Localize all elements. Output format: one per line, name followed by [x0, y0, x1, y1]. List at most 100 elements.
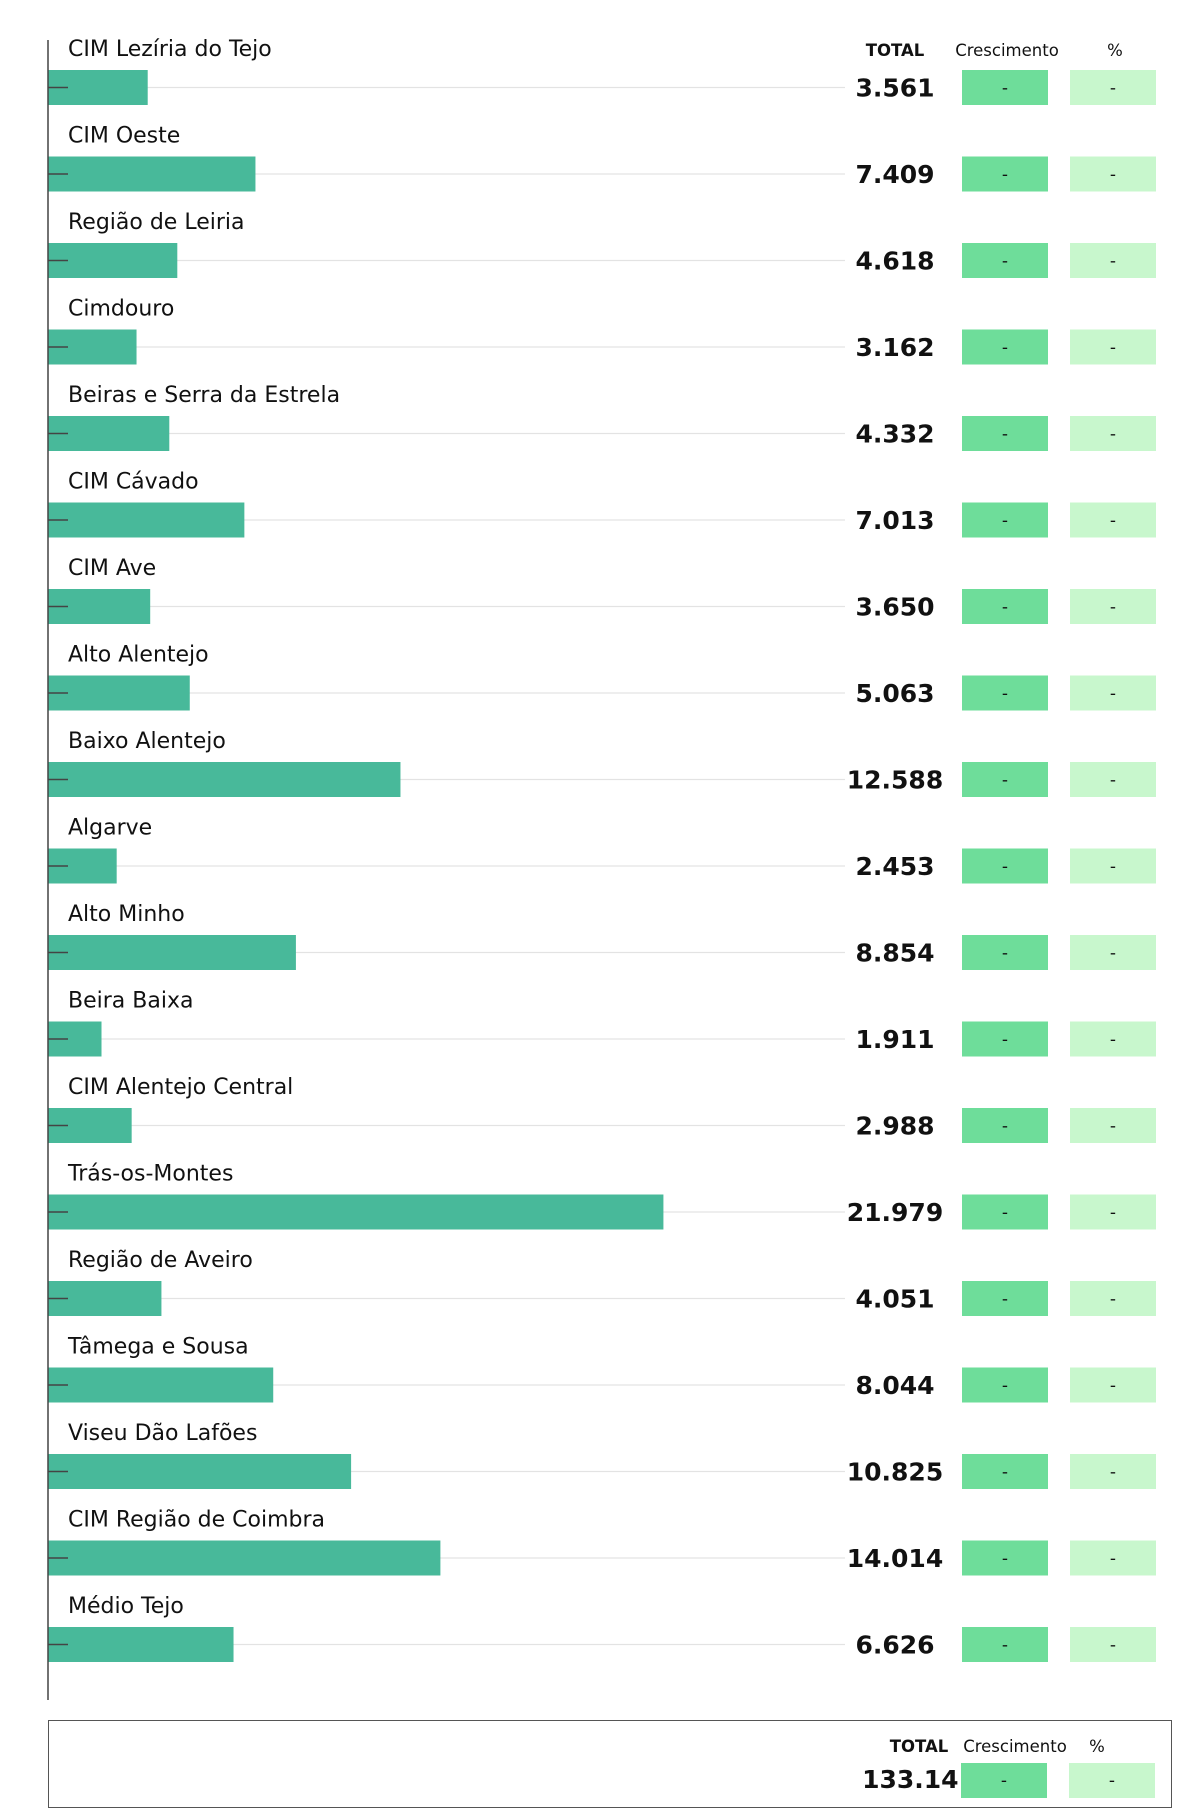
percent-cell-label: -	[1110, 79, 1116, 99]
value-label: 8.044	[855, 1371, 934, 1400]
percent-cell	[1070, 502, 1156, 538]
summary-panel: TOTAL Crescimento % 133.141 - -	[48, 1720, 1172, 1808]
growth-cell	[962, 243, 1048, 278]
category-label: Trás-os-Montes	[67, 1162, 233, 1187]
category-label: Viseu Dão Lafões	[68, 1421, 257, 1446]
category-label: Beira Baixa	[68, 989, 193, 1014]
growth-cell-label: -	[1002, 684, 1008, 704]
growth-cell-label: -	[1002, 425, 1008, 445]
bar	[48, 416, 170, 451]
percent-cell-label: -	[1110, 511, 1116, 531]
category-label: Alto Minho	[68, 902, 185, 927]
bar	[48, 243, 178, 278]
bar	[48, 1194, 664, 1230]
category-label: Cimdouro	[68, 297, 174, 322]
category-label: Algarve	[68, 816, 152, 841]
percent-cell-label: -	[1110, 684, 1116, 704]
bar	[48, 935, 296, 970]
percent-cell	[1070, 1194, 1156, 1230]
percent-cell-label: -	[1110, 857, 1116, 877]
growth-cell-label: -	[1002, 944, 1008, 964]
regional-bar-chart: TOTAL Crescimento % CIM Lezíria do Tejo 3.56…	[47, 37, 1156, 1700]
growth-cell-label: -	[1002, 1203, 1008, 1223]
growth-cell	[962, 1021, 1048, 1057]
summary-percent-cell: -	[1069, 1763, 1155, 1798]
growth-cell-label: -	[1002, 857, 1008, 877]
percent-cell	[1070, 329, 1156, 365]
percent-cell	[1070, 1540, 1156, 1576]
growth-cell	[962, 156, 1048, 192]
value-label: 4.051	[855, 1285, 934, 1314]
value-label: 7.013	[855, 506, 934, 535]
percent-cell	[1070, 1454, 1156, 1489]
percent-cell	[1070, 1627, 1156, 1662]
growth-cell	[962, 1627, 1048, 1662]
summary-percent-header: %	[1089, 1737, 1105, 1756]
growth-cell-label: -	[1002, 1376, 1008, 1396]
value-label: 14.014	[847, 1544, 943, 1573]
growth-cell-label: -	[1002, 1636, 1008, 1656]
growth-cell-label: -	[1002, 79, 1008, 99]
percent-cell-label: -	[1110, 338, 1116, 358]
bar	[48, 1627, 234, 1662]
value-label: 3.561	[855, 74, 934, 103]
percent-cell	[1070, 1108, 1156, 1143]
growth-cell-label: -	[1002, 338, 1008, 358]
growth-cell-label: -	[1002, 1290, 1008, 1310]
growth-cell	[962, 502, 1048, 538]
bar	[48, 675, 190, 711]
summary-growth-cell: -	[961, 1763, 1047, 1798]
growth-cell	[962, 1194, 1048, 1230]
growth-cell	[962, 329, 1048, 365]
growth-cell	[962, 1108, 1048, 1143]
growth-cell	[962, 848, 1048, 884]
value-label: 6.626	[855, 1631, 934, 1660]
percent-cell-label: -	[1110, 1290, 1116, 1310]
percent-cell-label: -	[1110, 1376, 1116, 1396]
value-label: 12.588	[847, 766, 943, 795]
value-label: 3.650	[855, 593, 934, 622]
growth-cell-label: -	[1002, 1117, 1008, 1137]
category-label: CIM Cávado	[68, 470, 199, 495]
growth-cell-label: -	[1002, 165, 1008, 185]
category-label: Região de Aveiro	[68, 1248, 253, 1273]
growth-cell-label: -	[1002, 598, 1008, 618]
percent-cell	[1070, 675, 1156, 711]
growth-cell	[962, 1540, 1048, 1576]
value-label: 21.979	[847, 1198, 943, 1227]
percent-cell-label: -	[1110, 1117, 1116, 1137]
growth-cell-label: -	[1002, 1030, 1008, 1050]
value-label: 4.332	[855, 420, 934, 449]
percent-cell	[1070, 1367, 1156, 1403]
value-label: 2.988	[855, 1112, 934, 1141]
growth-cell-label: -	[1002, 1549, 1008, 1569]
summary-total-value: 133.141	[862, 1765, 976, 1794]
value-label: 7.409	[855, 160, 934, 189]
percent-cell-label: -	[1110, 1203, 1116, 1223]
category-label: Médio Tejo	[68, 1594, 184, 1619]
growth-cell	[962, 762, 1048, 797]
percent-cell-label: -	[1110, 771, 1116, 791]
growth-cell-label: -	[1002, 1463, 1008, 1483]
growth-cell	[962, 1367, 1048, 1403]
percent-cell-label: -	[1110, 1549, 1116, 1569]
percent-cell	[1070, 935, 1156, 970]
summary-total-header: TOTAL	[889, 1737, 949, 1756]
growth-cell-label: -	[1002, 511, 1008, 531]
category-label: CIM Ave	[68, 556, 156, 581]
growth-cell	[962, 1281, 1048, 1316]
value-label: 5.063	[855, 679, 934, 708]
growth-column-header: Crescimento	[955, 41, 1059, 60]
bar	[48, 156, 256, 192]
percent-column-header: %	[1107, 41, 1123, 60]
value-label: 2.453	[855, 852, 934, 881]
percent-cell-label: -	[1110, 1030, 1116, 1050]
growth-cell	[962, 675, 1048, 711]
total-column-header: TOTAL	[866, 41, 925, 60]
bar	[48, 1540, 441, 1576]
percent-cell-label: -	[1110, 252, 1116, 272]
bar	[48, 1367, 274, 1403]
value-label: 10.825	[847, 1458, 943, 1487]
growth-cell-label: -	[1002, 252, 1008, 272]
percent-cell-label: -	[1110, 165, 1116, 185]
